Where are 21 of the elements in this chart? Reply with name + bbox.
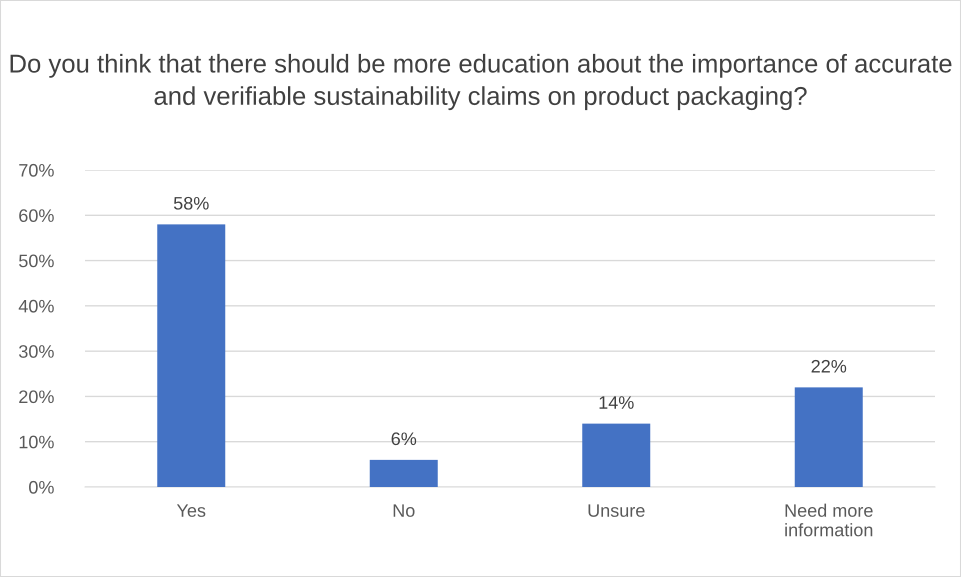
y-tick-label: 0%	[29, 480, 54, 494]
bar	[157, 224, 226, 487]
data-label: 58%	[174, 196, 209, 210]
y-tick-label: 50%	[19, 254, 54, 268]
x-tick-label: No	[394, 504, 415, 517]
y-tick-label: 40%	[18, 300, 54, 313]
y-tick-label: 60%	[19, 209, 54, 222]
x-tick-label: Unsure	[588, 504, 645, 517]
y-tick-label: 10%	[20, 436, 54, 448]
bar	[582, 424, 650, 487]
bar	[370, 460, 438, 487]
data-label: 14%	[600, 396, 634, 409]
bar	[794, 387, 863, 487]
x-tick-label: Yes	[176, 504, 206, 517]
chart-title: Do you think that there should be more education about the importance of accurate and verifiable sustainability claims on product packaging?	[10, 54, 952, 110]
data-label: 6%	[392, 432, 416, 446]
y-tick-label: 30%	[18, 345, 54, 358]
y-tick-label: 20%	[19, 390, 54, 404]
y-tick-label: 70%	[19, 164, 54, 177]
data-label: 22%	[812, 360, 846, 373]
x-tick-label: Need more information	[785, 504, 873, 536]
